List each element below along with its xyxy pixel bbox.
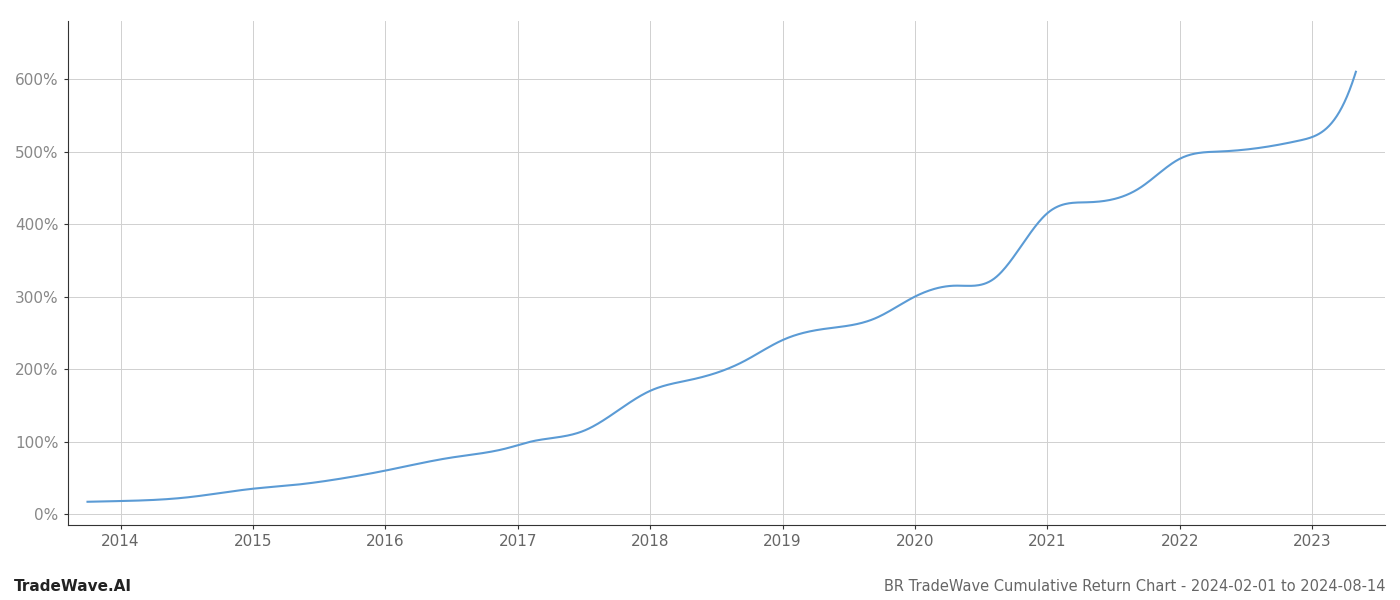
Text: TradeWave.AI: TradeWave.AI xyxy=(14,579,132,594)
Text: BR TradeWave Cumulative Return Chart - 2024-02-01 to 2024-08-14: BR TradeWave Cumulative Return Chart - 2… xyxy=(885,579,1386,594)
